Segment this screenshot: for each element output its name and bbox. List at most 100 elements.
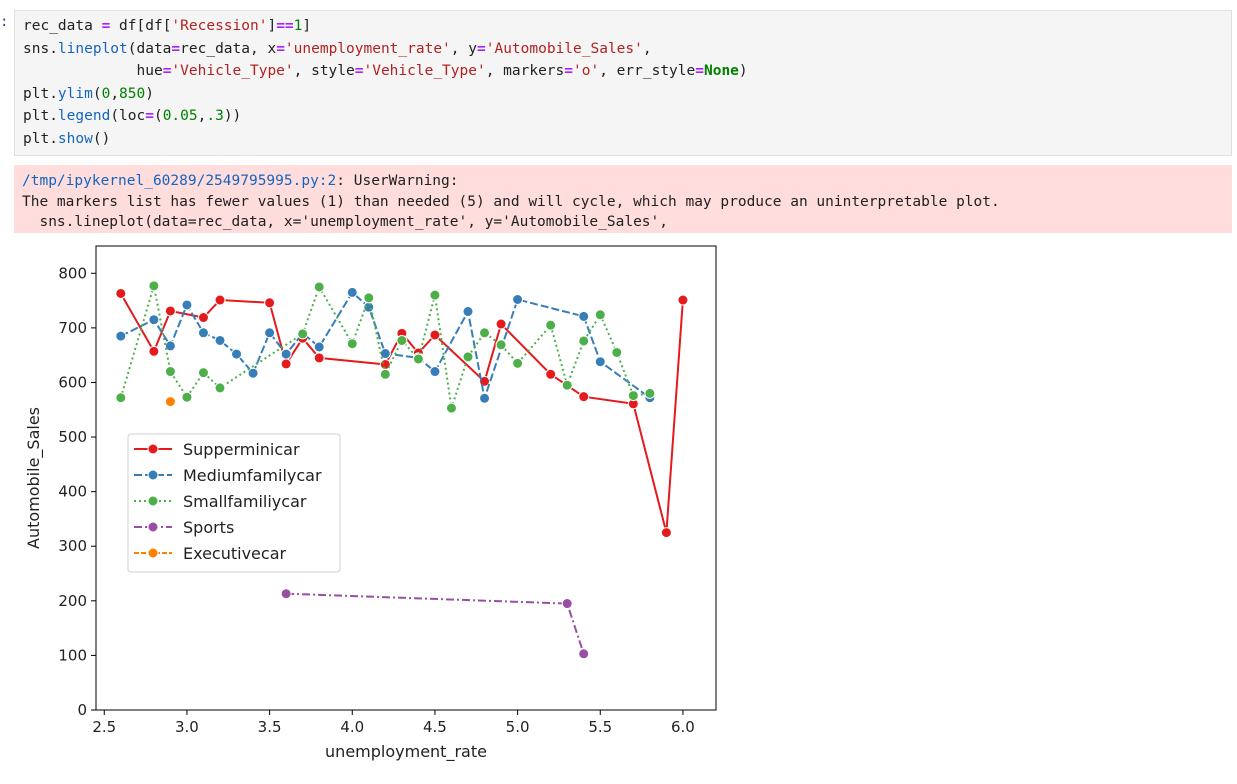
code-token: plt.: [23, 108, 58, 124]
data-point: [429, 329, 441, 341]
code-cell[interactable]: rec_data = df[df['Recession']==1] sns.lin…: [14, 10, 1232, 156]
legend-label: Sports: [183, 518, 234, 537]
x-tick-label: 3.5: [258, 718, 282, 736]
code-token: df[df[: [110, 18, 172, 34]
data-point: [164, 396, 176, 408]
data-point: [627, 390, 639, 402]
code-token: (: [153, 108, 163, 124]
warning-type: : UserWarning:: [336, 173, 459, 189]
code-token: ==: [276, 18, 294, 34]
code-token: 0.05: [162, 108, 198, 124]
warning-file-path: /tmp/ipykernel_60289/2549795995.py:2: [22, 173, 337, 189]
code-token: 'Vehicle_Type': [171, 63, 294, 79]
code-token: 'Recession': [171, 18, 268, 34]
code-line: rec_data = df[df['Recession']==1]: [23, 15, 1223, 38]
data-point: [512, 357, 524, 369]
data-point: [561, 379, 573, 391]
data-point: [181, 391, 193, 403]
legend-label: Executivecar: [183, 544, 287, 563]
code-token: ,: [110, 85, 120, 102]
data-point: [115, 287, 127, 299]
data-point: [231, 348, 243, 360]
data-point: [214, 334, 226, 346]
data-point: [578, 310, 590, 322]
data-point: [280, 358, 292, 370]
code-token: sns.: [23, 40, 58, 57]
data-point: [264, 327, 276, 339]
series-line: [119, 284, 651, 409]
code-token: rec_data, x: [180, 40, 277, 57]
y-tick-label: 0: [77, 701, 87, 719]
data-point: [429, 289, 441, 301]
data-point: [479, 327, 491, 339]
code-token: ,: [197, 108, 207, 124]
code-token: plt.: [23, 130, 58, 147]
data-point: [479, 392, 491, 404]
figure-output: 0 100 200 300 400 500 600 700 800 2.5 3.0 3.5 4.0 4.5…: [0, 236, 740, 780]
data-point: [462, 351, 474, 363]
data-point: [280, 348, 292, 360]
code-token: ]: [302, 18, 312, 34]
legend-box: [127, 433, 341, 573]
code-token: , err_style: [599, 63, 696, 79]
y-tick-label: 100: [58, 646, 87, 664]
data-point: [297, 328, 309, 340]
data-point: [561, 598, 573, 610]
x-tick-label: 5.0: [506, 718, 530, 736]
data-point: [578, 648, 590, 660]
data-point: [495, 339, 507, 351]
data-point: [164, 366, 176, 378]
code-token: None: [703, 63, 739, 79]
y-tick-label: 700: [58, 319, 87, 337]
data-point: [429, 366, 441, 378]
code-token: 850: [119, 85, 146, 102]
data-point: [148, 314, 160, 326]
legend-marker: [147, 443, 159, 455]
data-point: [412, 353, 424, 365]
x-tick-label: 4.5: [423, 718, 447, 736]
data-point: [247, 367, 259, 379]
code-token: , markers: [485, 63, 565, 79]
cell-prompt: :: [0, 14, 9, 30]
code-token: 0: [101, 85, 111, 102]
series-line: [286, 592, 585, 655]
data-point: [197, 327, 209, 339]
data-point: [512, 293, 524, 305]
data-point: [280, 588, 292, 600]
code-token: (data: [127, 40, 172, 57]
x-tick-label: 2.5: [92, 718, 116, 736]
data-point: [346, 338, 358, 350]
data-point: [677, 294, 689, 306]
code-token: =: [695, 63, 704, 79]
code-token: (): [92, 130, 111, 147]
code-token: , y: [450, 40, 477, 57]
warning-line-2: The markers list has fewer values (1) th…: [22, 193, 1000, 210]
legend-marker: [147, 495, 159, 507]
code-token: =: [171, 40, 181, 57]
data-point: [611, 346, 623, 358]
data-point: [148, 280, 160, 292]
legend-label: Supperminicar: [183, 440, 300, 459]
data-point: [363, 301, 375, 313]
data-point: [578, 391, 590, 403]
warning-line-1: /tmp/ipykernel_60289/2549795995.py:2: Us…: [22, 171, 1224, 192]
data-point: [264, 297, 276, 309]
x-axis-label: unemployment_rate: [325, 742, 487, 762]
code-token: (loc: [110, 108, 146, 124]
code-token: legend: [57, 108, 111, 124]
warning-line-3: sns.lineplot(data=rec_data, x='unemploym…: [22, 214, 669, 230]
data-point: [594, 309, 606, 321]
code-token: =: [101, 18, 111, 34]
legend-marker: [147, 521, 159, 533]
code-token: =: [354, 63, 364, 79]
data-point: [313, 352, 325, 364]
data-point: [164, 340, 176, 352]
code-token: ylim: [57, 85, 93, 102]
x-tick-label: 3.0: [175, 718, 199, 736]
code-token: rec_data: [23, 18, 102, 34]
code-token: =: [162, 63, 172, 79]
data-point: [363, 292, 375, 304]
y-tick-label: 400: [58, 483, 87, 501]
code-token: ]: [267, 18, 277, 34]
x-tick-label: 5.5: [588, 718, 612, 736]
